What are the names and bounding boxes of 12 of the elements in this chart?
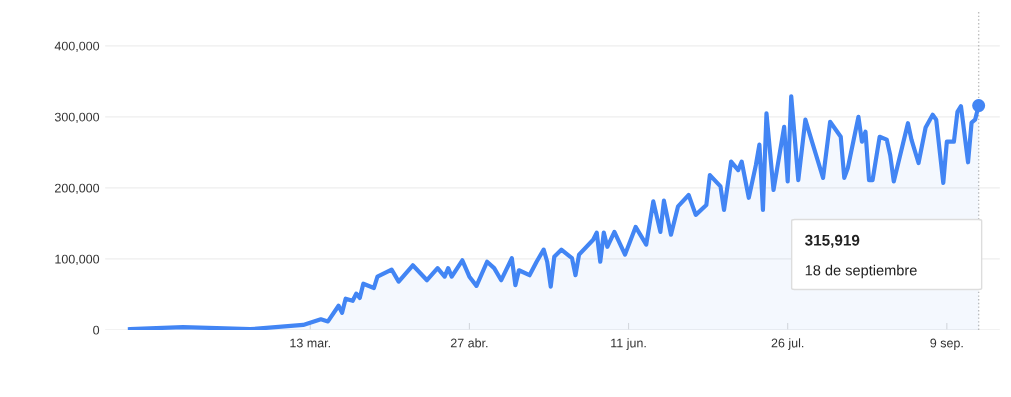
- x-tick-label: 9 sep.: [930, 338, 963, 350]
- x-tick-label: 26 jul.: [771, 338, 804, 350]
- x-tick-label: 11 jun.: [611, 338, 646, 350]
- y-tick-label: 300,000: [54, 112, 100, 123]
- y-tick-label: 100,000: [55, 254, 100, 266]
- annotation: 18 de septiembre: [805, 264, 917, 279]
- y-tick-label: 0: [93, 325, 100, 335]
- annotation: 315,919: [805, 234, 860, 248]
- y-tick-label: 400,000: [54, 41, 100, 52]
- x-tick-label: 27 abr.: [450, 338, 488, 348]
- y-tick-label: 200,000: [55, 183, 100, 194]
- x-tick-label: 13 mar.: [290, 338, 330, 348]
